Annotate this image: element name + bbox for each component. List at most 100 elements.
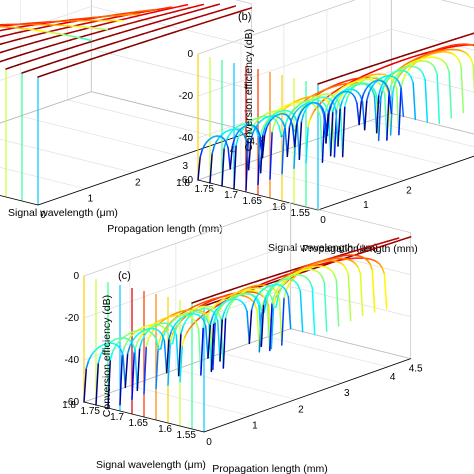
x-tick-label: 0: [40, 210, 46, 221]
series-5-seg: [145, 337, 150, 348]
series-9-seg: [219, 318, 224, 362]
series-8-seg: [371, 89, 376, 98]
series-6-seg: [335, 279, 340, 327]
series-9-seg: [363, 99, 368, 131]
series-10-seg: [83, 367, 88, 403]
series-9-seg: [286, 126, 291, 158]
grid-line: [0, 5, 252, 47]
series-10-seg: [265, 122, 270, 129]
series-8-seg: [210, 322, 215, 373]
series-7-seg: [329, 110, 334, 157]
series-7-seg: [217, 312, 222, 321]
series-6-seg: [434, 67, 438, 76]
series-5-seg: [261, 124, 266, 131]
series-9-seg: [366, 91, 370, 102]
series-8-seg: [339, 99, 344, 109]
series-8-seg: [337, 107, 341, 147]
series-9-seg: [297, 284, 302, 292]
series-10-seg: [293, 123, 298, 148]
series-8-seg: [378, 86, 382, 96]
series-7-seg: [381, 84, 386, 92]
series-7-seg: [379, 89, 383, 104]
series-10-seg: [165, 338, 170, 374]
series-8-seg: [111, 346, 116, 353]
series-7-seg: [277, 288, 282, 296]
series-7-seg: [176, 321, 181, 327]
series-10-seg: [354, 96, 358, 104]
s-tick-label: 1.7: [224, 190, 238, 201]
series-4-seg: [458, 59, 462, 68]
series-4-seg: [398, 86, 402, 136]
s-axis: [83, 401, 205, 433]
series-10-seg: [170, 326, 175, 333]
series-8-seg: [155, 338, 160, 351]
series-7-seg: [123, 341, 128, 348]
series-8-seg: [215, 309, 219, 317]
series-10-seg: [248, 308, 253, 345]
series-10-seg: [207, 323, 212, 359]
series-8-seg: [258, 302, 263, 314]
x-axis: [203, 358, 411, 433]
series-2-seg: [179, 344, 184, 383]
series-10-seg: [263, 126, 268, 136]
series-1-seg: [395, 237, 400, 240]
series-8-seg: [300, 113, 305, 123]
s-tick-label: 1.55: [177, 430, 197, 441]
z-tick-label: -60: [179, 175, 194, 186]
x-tick-label: 0: [320, 215, 326, 226]
series-7-seg: [224, 309, 229, 319]
series-4-seg: [157, 336, 162, 346]
series-9-seg: [221, 310, 226, 320]
series-6-seg: [391, 84, 395, 98]
series-10-seg: [211, 311, 216, 318]
series-10-seg: [328, 104, 332, 114]
series-9-seg: [211, 145, 216, 155]
series-5-seg: [390, 79, 395, 86]
series-3-seg: [169, 333, 174, 343]
series-7-seg: [172, 330, 176, 345]
x-tick-label: 2: [298, 404, 304, 415]
series-4-seg: [337, 96, 342, 103]
grid-line: [129, 259, 251, 417]
series-7-seg: [119, 353, 124, 406]
series-8-seg: [221, 147, 225, 187]
x-axis: [317, 155, 474, 211]
series-8-seg: [256, 297, 261, 304]
z-tick-label: 0: [73, 271, 79, 282]
series-4-seg: [460, 65, 465, 114]
series-5-seg: [446, 65, 450, 73]
z-tick-label: -60: [65, 397, 80, 408]
series-10-seg: [225, 140, 229, 149]
series-9-seg: [141, 335, 145, 342]
series-9-seg: [97, 354, 102, 364]
series-8-seg: [375, 94, 380, 134]
s-tick-label: 1.7: [110, 412, 124, 423]
s-axis-label: Signal wavelength (μm): [96, 459, 206, 471]
s-tick-label: 1.55: [291, 208, 311, 219]
s-tick-label: 1.6: [272, 202, 286, 213]
series-9-seg: [260, 303, 265, 348]
series-10-seg: [321, 107, 326, 116]
series-8-seg: [109, 351, 114, 361]
series-9-seg: [95, 362, 100, 406]
grid-line: [175, 243, 296, 400]
series-7-seg: [275, 294, 280, 308]
s-tick-label: 1.65: [243, 196, 263, 207]
series-0-seg: [407, 236, 412, 239]
series-9-seg: [99, 349, 104, 357]
panel-b: 0121.551.61.651.71.751.80-20-40-60Propag…: [176, 0, 474, 255]
series-7-seg: [372, 87, 377, 94]
series-4-seg: [402, 74, 407, 81]
series-5-seg: [257, 136, 261, 186]
series-5-seg: [143, 345, 148, 395]
series-4-seg: [400, 78, 404, 89]
series-8-seg: [263, 299, 268, 313]
series-3-seg: [369, 263, 374, 271]
series-5-seg: [147, 333, 152, 340]
series-4-seg: [269, 130, 273, 180]
z-tick-label: -20: [179, 91, 194, 102]
series-6-seg: [195, 322, 200, 330]
series-10-seg: [386, 85, 390, 93]
x-axis: [37, 131, 252, 206]
